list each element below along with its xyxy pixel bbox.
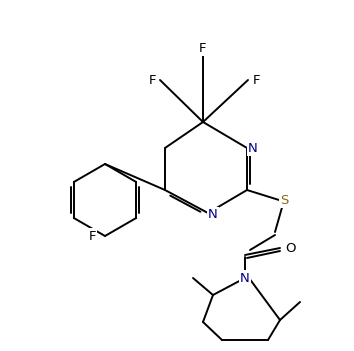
Text: O: O	[285, 241, 295, 254]
Text: F: F	[88, 230, 96, 243]
Text: F: F	[252, 73, 260, 86]
Text: N: N	[248, 141, 258, 154]
Text: F: F	[148, 73, 156, 86]
Text: N: N	[240, 272, 250, 285]
Text: F: F	[199, 41, 207, 54]
Text: N: N	[208, 208, 218, 221]
Text: S: S	[280, 193, 288, 206]
